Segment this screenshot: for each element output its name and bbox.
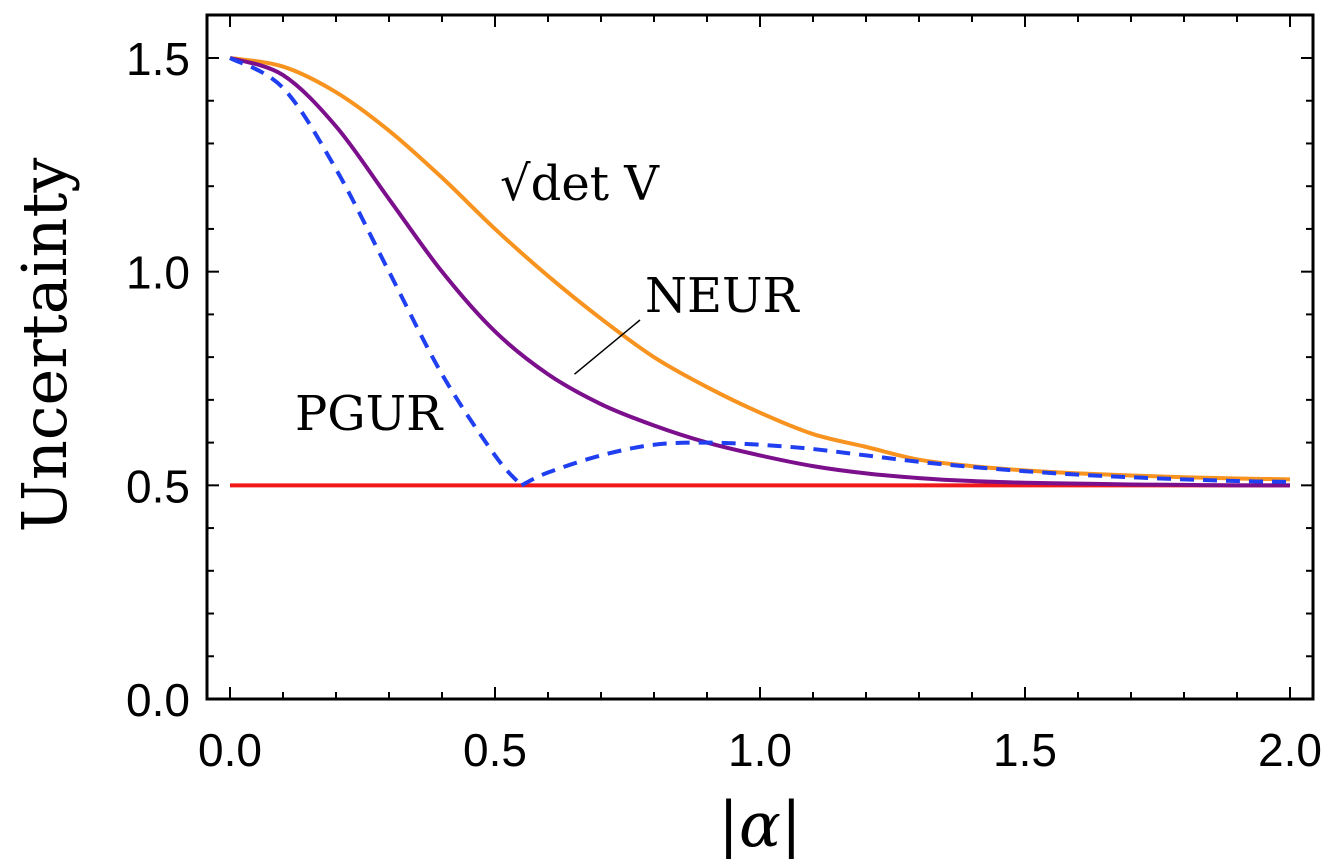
y-axis-label: Uncertainty (8, 158, 81, 533)
annotation-pgur: PGUR (295, 386, 444, 442)
y-tick-label: 1.0 (126, 247, 190, 299)
y-tick-label: 1.5 (126, 33, 190, 85)
series-curves (229, 56, 1291, 488)
y-tick-label: 0.5 (126, 460, 190, 512)
x-axis-label: |α| (718, 788, 802, 859)
x-tick-label: 1.5 (993, 724, 1057, 776)
y-tick-label: 0.0 (126, 674, 190, 726)
x-tick-label: 2.0 (1258, 724, 1322, 776)
annotation-neur: NEUR (645, 268, 800, 324)
annotation-sqrt-det-v: √det V (500, 156, 660, 212)
plot-frame (205, 13, 1315, 701)
x-tick-label: 1.0 (728, 724, 792, 776)
x-tick-label: 0.5 (463, 724, 527, 776)
x-tick-label: 0.0 (198, 724, 262, 776)
series-line-sqrt-det-v (229, 56, 1291, 482)
series-line-pgur (229, 56, 1291, 488)
y-tick-labels: 0.0 0.5 1.0 1.5 (126, 33, 190, 726)
series-line-neur (229, 56, 1291, 488)
annotation-neur-leader (574, 319, 641, 375)
x-tick-labels: 0.0 0.5 1.0 1.5 2.0 (198, 724, 1322, 776)
